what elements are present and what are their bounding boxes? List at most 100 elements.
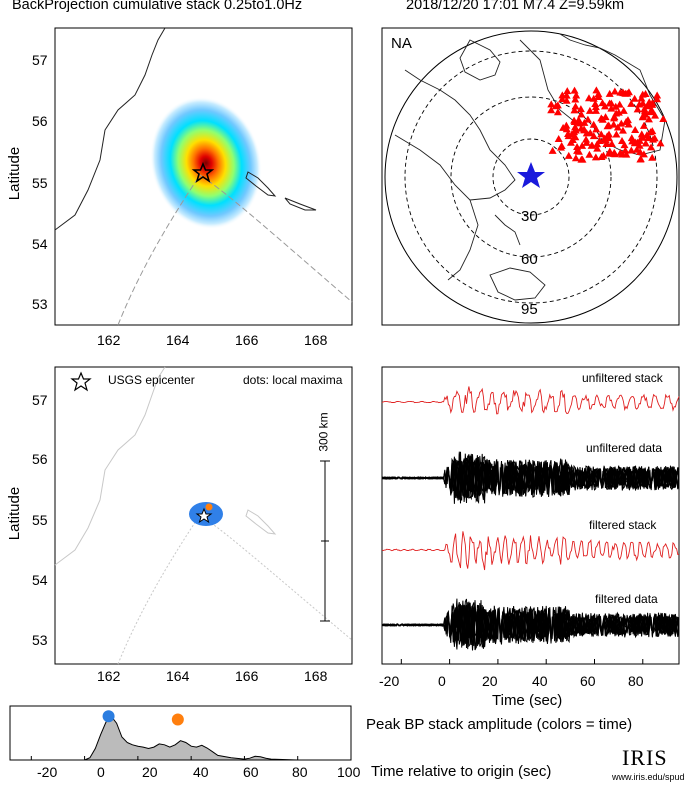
station-triangle-icon bbox=[613, 123, 622, 131]
peak-xtick: 20 bbox=[142, 764, 158, 780]
station-triangle-icon bbox=[576, 105, 585, 113]
station-triangle-icon bbox=[618, 126, 627, 134]
map1-ytick: 56 bbox=[32, 113, 48, 129]
station-triangle-icon bbox=[650, 134, 659, 142]
station-triangle-icon bbox=[591, 106, 600, 114]
station-triangle-icon bbox=[589, 94, 598, 102]
stations-group bbox=[547, 86, 668, 163]
station-triangle-icon bbox=[648, 153, 657, 161]
map3-ytick: 54 bbox=[32, 572, 48, 588]
station-triangle-icon bbox=[627, 99, 636, 107]
map1-xtick: 162 bbox=[97, 332, 121, 348]
epicenter-star-icon bbox=[191, 161, 215, 183]
peak-xtick: 0 bbox=[97, 764, 105, 780]
station-triangle-icon bbox=[615, 100, 624, 108]
station-triangle-icon bbox=[571, 123, 580, 131]
map3-ytick: 55 bbox=[32, 512, 48, 528]
station-triangle-icon bbox=[619, 106, 628, 114]
coastline-kamchatka bbox=[54, 27, 166, 231]
station-triangle-icon bbox=[572, 91, 581, 99]
station-triangle-icon bbox=[637, 94, 646, 102]
map1-xtick: 164 bbox=[166, 332, 190, 348]
station-triangle-icon bbox=[566, 138, 575, 146]
station-triangle-icon bbox=[592, 86, 601, 94]
station-triangle-icon bbox=[633, 105, 642, 113]
peak-chart-title: Peak BP stack amplitude (colors = time) bbox=[366, 716, 633, 733]
traces-xtick: -20 bbox=[379, 673, 400, 689]
station-triangle-icon bbox=[644, 115, 653, 123]
station-triangle-icon bbox=[607, 104, 616, 112]
station-triangle-icon bbox=[618, 88, 627, 96]
map1-xtick: 166 bbox=[235, 332, 259, 348]
station-triangle-icon bbox=[585, 106, 594, 114]
unfiltered-data-trace bbox=[381, 451, 680, 504]
map1-ytick: 53 bbox=[32, 296, 48, 312]
map1-ytick: 54 bbox=[32, 236, 48, 252]
station-triangle-icon bbox=[627, 134, 636, 142]
station-triangle-icon bbox=[635, 136, 644, 144]
station-triangle-icon bbox=[578, 141, 587, 149]
event-info: 2018/12/20 17:01 M7.4 Z=9.59km bbox=[406, 0, 625, 13]
station-triangle-icon bbox=[587, 141, 596, 149]
station-triangle-icon bbox=[551, 102, 560, 110]
station-triangle-icon bbox=[620, 141, 629, 149]
station-triangle-icon bbox=[616, 148, 625, 156]
map3-ytick: 53 bbox=[32, 632, 48, 648]
station-triangle-icon bbox=[548, 146, 557, 154]
station-triangle-icon bbox=[562, 91, 571, 99]
station-triangle-icon bbox=[573, 142, 582, 150]
station-triangle-icon bbox=[571, 154, 580, 162]
station-triangle-icon bbox=[610, 113, 619, 121]
station-triangle-icon bbox=[594, 92, 603, 100]
station-triangle-icon bbox=[571, 126, 580, 134]
peak-xtick: 100 bbox=[337, 764, 361, 780]
station-triangle-icon bbox=[614, 108, 623, 116]
station-triangle-icon bbox=[647, 143, 656, 151]
ring-95 bbox=[404, 50, 658, 304]
station-triangle-icon bbox=[643, 102, 652, 110]
legend-star-icon bbox=[70, 371, 92, 392]
station-triangle-icon bbox=[593, 144, 602, 152]
filtered-data-trace bbox=[381, 604, 680, 649]
station-triangle-icon bbox=[653, 95, 662, 103]
peak-xtick: -20 bbox=[37, 764, 58, 780]
peak-chart-xlabel: Time relative to origin (sec) bbox=[371, 763, 552, 780]
trace-label-unfiltered-stack: unfiltered stack bbox=[582, 371, 663, 385]
station-triangle-icon bbox=[641, 139, 650, 147]
station-triangle-icon bbox=[547, 100, 556, 108]
map3-xtick: 166 bbox=[235, 668, 259, 684]
station-triangle-icon bbox=[570, 106, 579, 114]
station-triangle-icon bbox=[605, 147, 614, 155]
epicenter-star-icon bbox=[195, 507, 213, 524]
station-triangle-icon bbox=[591, 153, 600, 161]
map1-ytick: 55 bbox=[32, 175, 48, 191]
station-triangle-icon bbox=[630, 139, 639, 147]
station-triangle-icon bbox=[571, 102, 580, 110]
unfiltered-stack-trace bbox=[381, 386, 680, 415]
iris-url[interactable]: www.iris.edu/spud bbox=[612, 772, 685, 782]
station-triangle-icon bbox=[571, 95, 580, 103]
station-triangle-icon bbox=[585, 150, 594, 158]
station-triangle-icon bbox=[610, 148, 619, 156]
station-triangle-icon bbox=[639, 150, 648, 158]
station-triangle-icon bbox=[601, 113, 610, 121]
station-triangle-icon bbox=[612, 130, 621, 138]
station-triangle-icon bbox=[558, 95, 567, 103]
plate-boundary bbox=[117, 174, 353, 326]
station-triangle-icon bbox=[610, 87, 619, 95]
station-triangle-icon bbox=[611, 102, 620, 110]
unfiltered-data-trace bbox=[382, 454, 680, 504]
station-triangle-icon bbox=[630, 94, 639, 102]
station-triangle-icon bbox=[617, 119, 626, 127]
iris-logo[interactable]: IRIS bbox=[622, 745, 668, 770]
station-triangle-icon bbox=[567, 130, 576, 138]
station-triangle-icon bbox=[623, 116, 632, 124]
coastline-small-island bbox=[284, 197, 317, 211]
station-triangle-icon bbox=[595, 136, 604, 144]
coastline-arctic bbox=[459, 39, 501, 81]
maximum-dot bbox=[102, 710, 115, 723]
station-triangle-icon bbox=[651, 111, 660, 119]
station-triangle-icon bbox=[591, 103, 600, 111]
